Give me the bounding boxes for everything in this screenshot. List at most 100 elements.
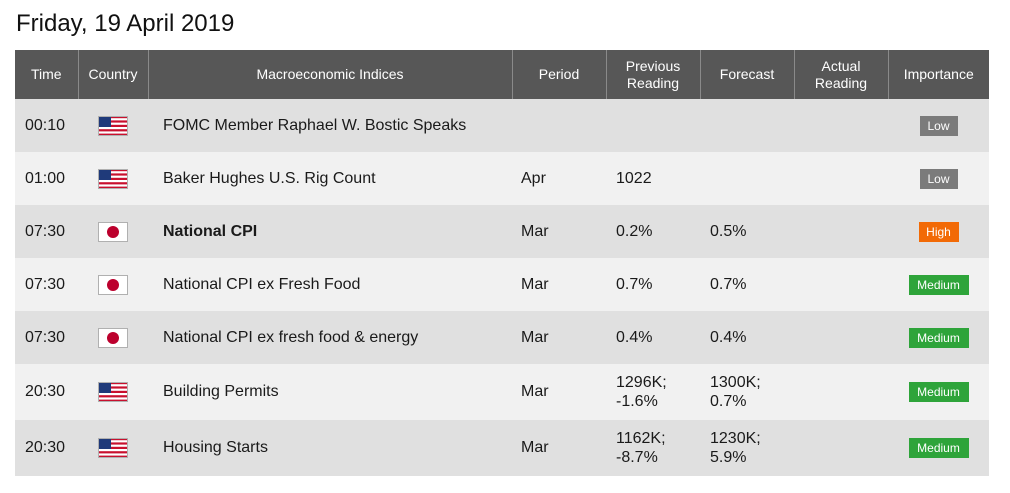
- cell-forecast: 0.7%: [700, 258, 794, 311]
- japan-flag-icon: [98, 327, 128, 348]
- cell-actual-reading: [794, 205, 888, 258]
- header-macroeconomic-indices[interactable]: Macroeconomic Indices: [147, 50, 512, 99]
- importance-badge-low: Low: [919, 115, 958, 136]
- header-actual-line1: Actual: [821, 57, 861, 74]
- header-actual-reading[interactable]: Actual Reading: [793, 50, 888, 99]
- japan-flag-icon: [98, 274, 128, 295]
- cell-period: Mar: [512, 311, 606, 364]
- cell-forecast: [700, 152, 794, 205]
- cell-previous-reading: 0.7%: [606, 258, 700, 311]
- cell-country: [78, 258, 148, 311]
- header-time[interactable]: Time: [15, 50, 78, 99]
- forecast-value: 0.7%: [710, 276, 747, 293]
- header-country[interactable]: Country: [77, 50, 148, 99]
- cell-forecast: 0.5%: [700, 205, 794, 258]
- table-row[interactable]: 07:30 National CPI Mar 0.2% 0.5% High: [15, 205, 989, 258]
- forecast-value-line2: 0.7%: [710, 393, 747, 410]
- cell-index-name[interactable]: National CPI: [148, 205, 512, 258]
- header-previous-line2: Reading: [626, 74, 680, 91]
- cell-actual-reading: [794, 420, 888, 476]
- importance-badge-medium: Medium: [908, 327, 969, 348]
- cell-country: [78, 152, 148, 205]
- forecast-value-line2: 5.9%: [710, 449, 747, 466]
- importance-badge-medium: Medium: [908, 438, 969, 458]
- cell-period: Apr: [512, 152, 606, 205]
- us-flag-icon: [98, 168, 128, 189]
- previous-value-line1: 1162K;: [616, 430, 666, 447]
- cell-previous-reading: 1022: [606, 152, 700, 205]
- header-period[interactable]: Period: [511, 50, 606, 99]
- cell-forecast: 1300K; 0.7%: [700, 364, 794, 420]
- header-actual-line2: Reading: [814, 74, 868, 91]
- previous-value-line2: -1.6%: [616, 393, 658, 410]
- cell-index-name[interactable]: Housing Starts: [148, 420, 512, 476]
- table-header-row: Time Country Macroeconomic Indices Perio…: [15, 50, 989, 99]
- previous-value: 0.2%: [616, 223, 653, 240]
- forecast-value: 0.5%: [710, 223, 747, 240]
- cell-index-name[interactable]: Baker Hughes U.S. Rig Count: [148, 152, 512, 205]
- cell-index-name[interactable]: National CPI ex Fresh Food: [148, 258, 512, 311]
- cell-importance: Low: [888, 99, 989, 152]
- cell-index-name[interactable]: Building Permits: [148, 364, 512, 420]
- cell-time: 20:30: [15, 364, 78, 420]
- table-row[interactable]: 07:30 National CPI ex Fresh Food Mar 0.7…: [15, 258, 989, 311]
- table-row[interactable]: 01:00 Baker Hughes U.S. Rig Count Apr 10…: [15, 152, 989, 205]
- cell-time: 01:00: [15, 152, 78, 205]
- cell-importance: High: [888, 205, 989, 258]
- cell-time: 07:30: [15, 311, 78, 364]
- cell-importance: Medium: [888, 364, 989, 420]
- cell-time: 07:30: [15, 205, 78, 258]
- table-row[interactable]: 07:30 National CPI ex fresh food & energ…: [15, 311, 989, 364]
- cell-index-name[interactable]: National CPI ex fresh food & energy: [148, 311, 512, 364]
- importance-badge-medium: Medium: [908, 382, 969, 402]
- cell-period: Mar: [512, 258, 606, 311]
- previous-value: 0.7%: [616, 276, 653, 293]
- cell-country: [78, 420, 148, 476]
- cell-importance: Medium: [888, 258, 989, 311]
- cell-actual-reading: [794, 311, 888, 364]
- cell-actual-reading: [794, 152, 888, 205]
- table-row[interactable]: 20:30 Building Permits Mar 1296K; -1.6% 1…: [15, 364, 989, 420]
- previous-value: 0.4%: [616, 329, 653, 346]
- japan-flag-icon: [98, 221, 128, 242]
- cell-forecast: 1230K; 5.9%: [700, 420, 794, 476]
- forecast-value-line1: 1230K;: [710, 430, 761, 447]
- cell-index-name[interactable]: FOMC Member Raphael W. Bostic Speaks: [148, 99, 512, 152]
- cell-previous-reading: 1162K; -8.7%: [606, 420, 700, 476]
- cell-country: [78, 205, 148, 258]
- cell-period: [512, 99, 606, 152]
- cell-time: 20:30: [15, 420, 78, 476]
- previous-value-line2: -8.7%: [616, 449, 658, 466]
- cell-importance: Medium: [888, 420, 989, 476]
- cell-previous-reading: 1296K; -1.6%: [606, 364, 700, 420]
- cell-forecast: 0.4%: [700, 311, 794, 364]
- header-importance[interactable]: Importance: [887, 50, 989, 99]
- table-row[interactable]: 20:30 Housing Starts Mar 1162K; -8.7% 123…: [15, 420, 989, 476]
- cell-actual-reading: [794, 258, 888, 311]
- previous-value-line1: 1296K;: [616, 374, 667, 391]
- cell-time: 07:30: [15, 258, 78, 311]
- cell-previous-reading: 0.4%: [606, 311, 700, 364]
- cell-country: [78, 311, 148, 364]
- cell-country: [78, 99, 148, 152]
- table-row[interactable]: 00:10 FOMC Member Raphael W. Bostic Spea…: [15, 99, 989, 152]
- importance-badge-high: High: [918, 221, 959, 242]
- header-previous-reading[interactable]: Previous Reading: [605, 50, 700, 99]
- header-forecast[interactable]: Forecast: [699, 50, 794, 99]
- cell-actual-reading: [794, 99, 888, 152]
- us-flag-icon: [98, 438, 128, 458]
- importance-badge-medium: Medium: [908, 274, 969, 295]
- forecast-value-line1: 1300K;: [710, 374, 761, 391]
- cell-previous-reading: [606, 99, 700, 152]
- header-previous-line1: Previous: [625, 57, 681, 74]
- cell-time: 00:10: [15, 99, 78, 152]
- us-flag-icon: [98, 382, 128, 402]
- cell-period: Mar: [512, 205, 606, 258]
- cell-period: Mar: [512, 420, 606, 476]
- forecast-value: 0.4%: [710, 329, 747, 346]
- page-title: Friday, 19 April 2019: [16, 10, 235, 37]
- cell-country: [78, 364, 148, 420]
- cell-importance: Medium: [888, 311, 989, 364]
- previous-value: 1022: [616, 170, 652, 187]
- cell-actual-reading: [794, 364, 888, 420]
